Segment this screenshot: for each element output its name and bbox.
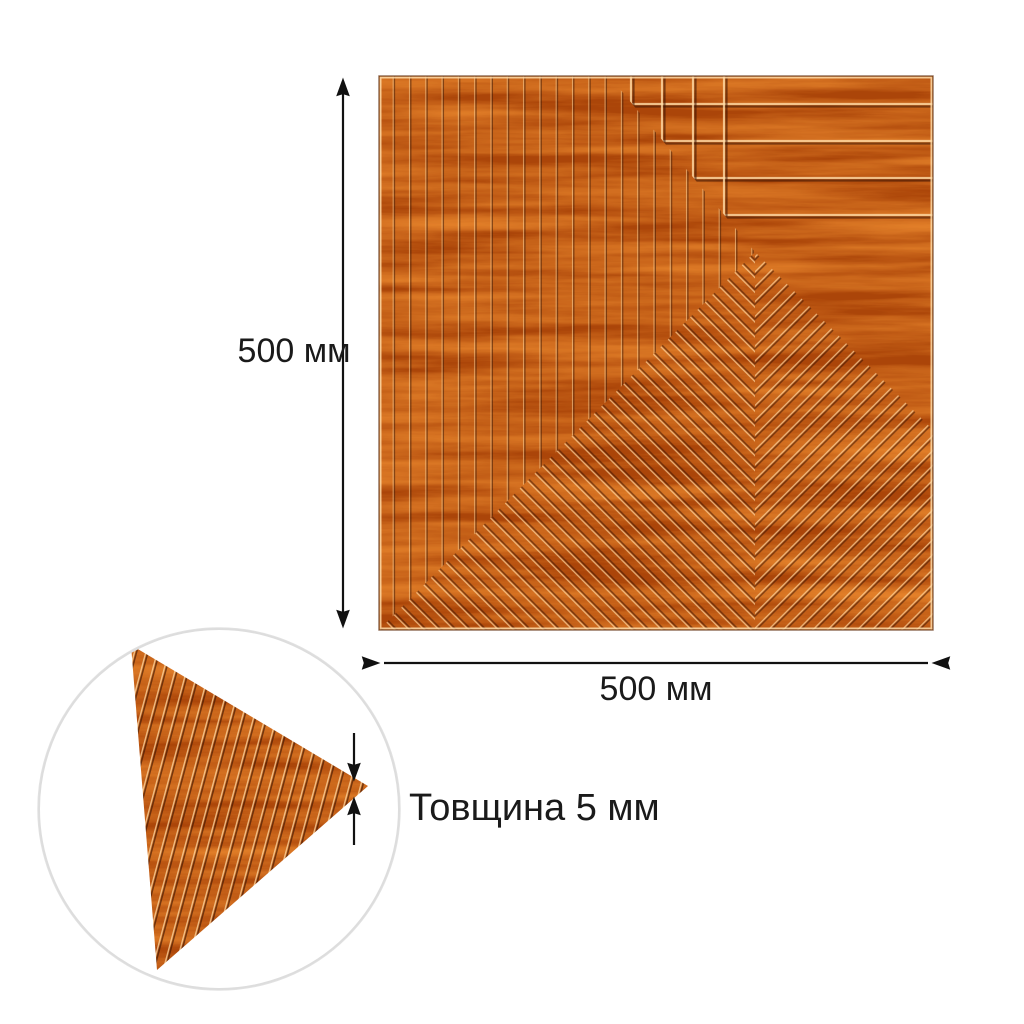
svg-text:500 мм: 500 мм (600, 670, 713, 708)
svg-text:500 мм: 500 мм (238, 332, 351, 370)
svg-text:Товщина 5 мм: Товщина 5 мм (409, 787, 660, 829)
